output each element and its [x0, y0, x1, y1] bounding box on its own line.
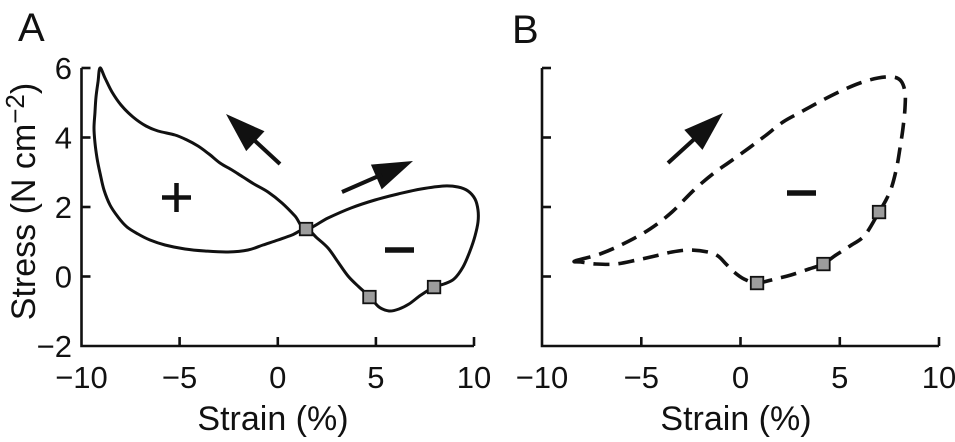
svg-text:0: 0	[269, 360, 286, 395]
svg-text:0: 0	[55, 260, 72, 295]
svg-text:10: 10	[922, 360, 955, 395]
svg-text:−5: −5	[162, 360, 197, 395]
svg-text:−5: −5	[624, 360, 659, 395]
svg-text:5: 5	[367, 360, 384, 395]
svg-text:B: B	[512, 8, 539, 52]
svg-text:4: 4	[55, 121, 72, 156]
svg-text:−10: −10	[55, 360, 108, 395]
svg-text:2: 2	[55, 190, 72, 225]
svg-text:−10: −10	[516, 360, 569, 395]
svg-text:6: 6	[55, 51, 72, 86]
svg-text:Strain (%): Strain (%)	[197, 400, 348, 438]
svg-text:10: 10	[457, 360, 491, 395]
svg-text:A: A	[18, 6, 45, 50]
svg-text:5: 5	[831, 360, 848, 395]
svg-text:0: 0	[732, 360, 749, 395]
svg-text:−2: −2	[37, 329, 72, 364]
svg-text:Strain (%): Strain (%)	[660, 400, 811, 438]
